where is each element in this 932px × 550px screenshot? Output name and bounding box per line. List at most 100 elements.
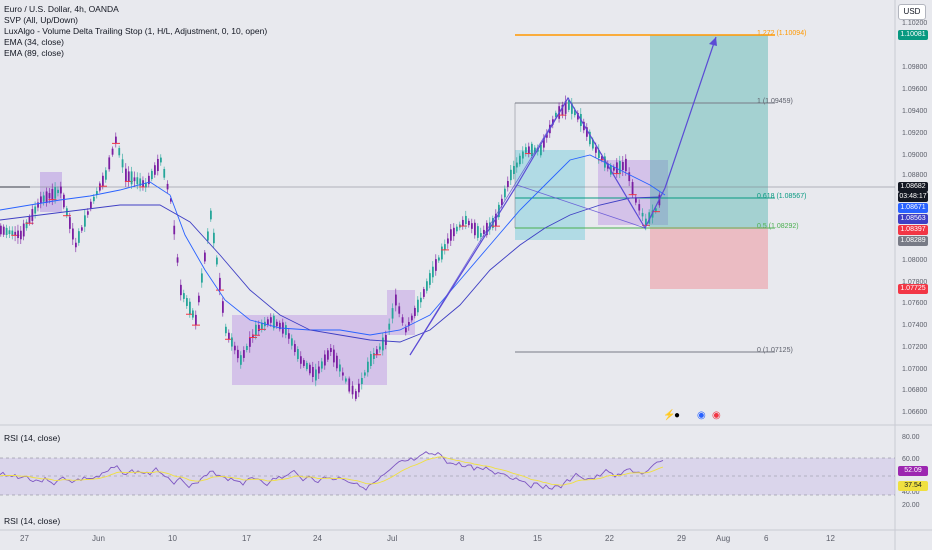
fib-1-label: 1 (1.09459) xyxy=(757,98,793,105)
stop-price-tag: 1.07725 xyxy=(898,284,928,294)
candle-body xyxy=(45,191,48,203)
candle-body xyxy=(276,321,278,327)
ema-fast-tag: 1.08671 xyxy=(898,203,928,213)
candle-body xyxy=(222,301,224,313)
projection-arrow[interactable] xyxy=(664,36,717,189)
candle-body xyxy=(648,212,651,224)
x-label-jul: Jul xyxy=(387,534,398,543)
candle-body xyxy=(2,226,5,235)
candle-body xyxy=(303,360,305,366)
candle-body xyxy=(628,172,631,182)
candle-body xyxy=(420,297,422,303)
candle-body xyxy=(355,391,357,399)
candle-body xyxy=(435,259,437,271)
candle-body xyxy=(358,383,360,393)
candle-body xyxy=(163,168,166,178)
candle-body xyxy=(225,326,227,334)
candle-body xyxy=(589,131,591,145)
ema-89-line[interactable] xyxy=(0,196,661,343)
candle-body xyxy=(14,231,17,236)
price-axis-label: 1.07000 xyxy=(902,366,928,373)
candle-body xyxy=(127,171,130,182)
candle-body xyxy=(252,334,254,338)
candle-body xyxy=(367,361,369,373)
candle-body xyxy=(261,322,263,330)
legend-ema34[interactable]: EMA (34, close) xyxy=(4,37,64,47)
candle-body xyxy=(555,112,557,118)
candle-body xyxy=(376,349,378,355)
x-label-15: 15 xyxy=(533,534,542,543)
candle-body xyxy=(246,346,248,350)
event-icon-2[interactable]: ◉ xyxy=(712,410,721,421)
candle-body xyxy=(243,350,245,358)
candle-body xyxy=(586,127,588,137)
candle-body xyxy=(395,294,397,306)
candle-body xyxy=(414,307,416,317)
rsi-ma-line xyxy=(0,456,664,486)
legend-svp[interactable]: SVP (All, Up/Down) xyxy=(4,15,79,25)
candle-body xyxy=(441,246,443,260)
x-label-12: 12 xyxy=(826,534,835,543)
candle-body xyxy=(186,298,188,306)
candle-body xyxy=(471,223,473,229)
candle-body xyxy=(267,319,269,325)
candle-body xyxy=(336,355,338,369)
rsi-legend-2[interactable]: RSI (14, close) xyxy=(4,516,61,526)
stop-loss-zone[interactable] xyxy=(650,227,768,289)
candle-body xyxy=(516,162,518,168)
candle-body xyxy=(411,315,413,321)
candle-body xyxy=(510,169,512,181)
candle-body xyxy=(166,183,169,190)
candle-body xyxy=(231,337,233,347)
grey-level-tag: 1.08289 xyxy=(898,236,928,246)
candle-body xyxy=(72,228,74,240)
indicator-legend: Euro / U.S. Dollar, 4h, OANDA SVP (All, … xyxy=(4,4,267,59)
main-pane[interactable] xyxy=(0,0,895,425)
candle-body xyxy=(108,157,111,170)
candle-body xyxy=(176,257,179,263)
candle-body xyxy=(84,215,86,227)
candle-body xyxy=(28,216,31,224)
price-axis-label: 1.09600 xyxy=(902,86,928,93)
legend-ema89[interactable]: EMA (89, close) xyxy=(4,48,64,58)
candle-body xyxy=(388,323,391,330)
candle-body xyxy=(468,220,470,226)
economic-event-icon[interactable]: ⚡ xyxy=(663,410,676,421)
candle-body xyxy=(173,225,176,235)
candle-body xyxy=(486,222,488,236)
candle-body xyxy=(31,209,34,221)
current-price-tag: 1.08682 xyxy=(898,182,928,192)
legend-luxalgo[interactable]: LuxAlgo - Volume Delta Trailing Stop (1,… xyxy=(4,26,268,36)
rsi-legend-1[interactable]: RSI (14, close) xyxy=(4,433,61,443)
candle-body xyxy=(528,146,530,154)
candle-body xyxy=(429,273,431,285)
legend-symbol[interactable]: Euro / U.S. Dollar, 4h, OANDA xyxy=(4,4,119,14)
ema-34-line[interactable] xyxy=(0,154,666,336)
currency-button[interactable]: USD xyxy=(898,4,926,20)
rsi-value-tag: 52.09 xyxy=(898,466,928,476)
take-profit-zone[interactable] xyxy=(650,35,768,227)
candle-body xyxy=(291,338,293,346)
candle-body xyxy=(121,159,124,168)
candle-body xyxy=(189,301,191,315)
candle-body xyxy=(160,157,162,163)
candle-body xyxy=(531,143,533,157)
rsi-ma-value-tag: 37.54 xyxy=(898,481,928,491)
candle-body xyxy=(192,310,194,318)
event-icon-1[interactable]: ◉ xyxy=(697,410,706,421)
candle-body xyxy=(398,306,401,314)
candle-body xyxy=(543,138,545,148)
us-flag-icon[interactable]: ● xyxy=(674,410,681,421)
price-axis-label: 1.07400 xyxy=(902,322,928,329)
candle-body xyxy=(96,191,98,195)
fib-1272-label: 1.272 (1.10094) xyxy=(757,30,807,37)
candle-body xyxy=(444,244,446,250)
candlestick-series[interactable] xyxy=(0,95,661,402)
x-label-29: 29 xyxy=(677,534,686,543)
candle-body xyxy=(456,226,458,232)
candle-body xyxy=(210,210,212,220)
candle-body xyxy=(324,354,326,366)
candle-body xyxy=(513,165,515,175)
candle-body xyxy=(195,314,197,326)
